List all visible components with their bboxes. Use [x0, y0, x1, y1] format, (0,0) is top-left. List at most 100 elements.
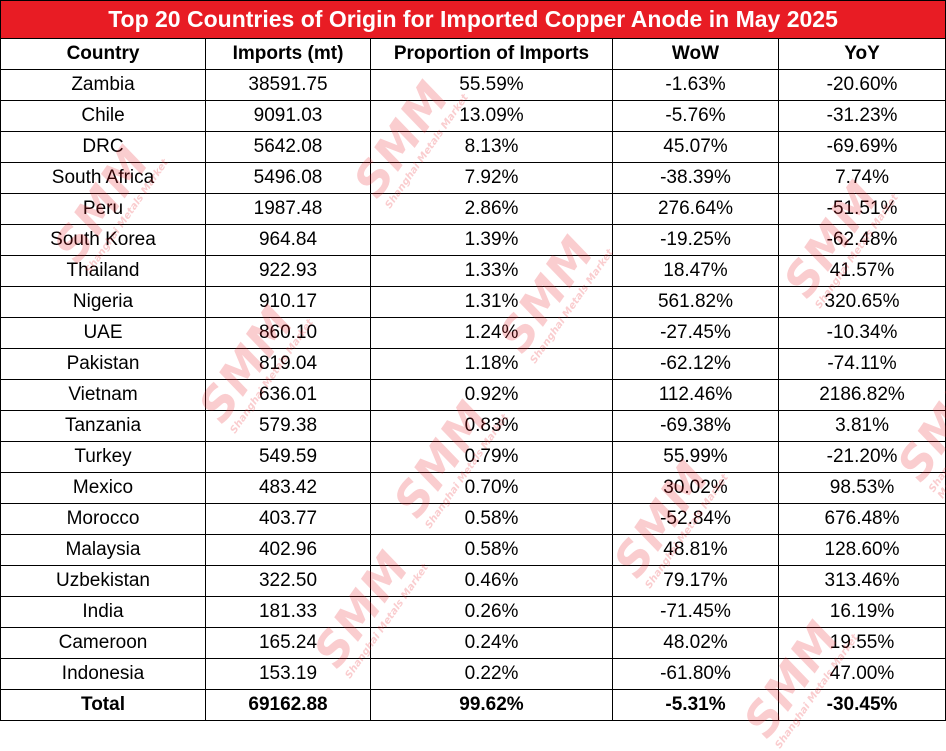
imports-cell: 322.50: [205, 565, 371, 597]
wow-cell: -38.39%: [612, 162, 779, 194]
table-title: Top 20 Countries of Origin for Imported …: [0, 0, 946, 39]
imports-cell: 402.96: [205, 534, 371, 566]
country-cell: Vietnam: [0, 379, 206, 411]
wow-cell: -62.12%: [612, 348, 779, 380]
wow-cell: -71.45%: [612, 596, 779, 628]
proportion-cell: 0.24%: [370, 627, 613, 659]
table-row: Thailand 922.93 1.33% 18.47% 41.57%: [0, 255, 946, 287]
yoy-cell: -31.23%: [777, 100, 946, 132]
table-row: Peru 1987.48 2.86% 276.64% -51.51%: [0, 193, 946, 225]
wow-cell: 45.07%: [612, 131, 779, 163]
proportion-cell: 0.46%: [370, 565, 613, 597]
table-row: UAE 860.10 1.24% -27.45% -10.34%: [0, 317, 946, 349]
total-imports: 69162.88: [205, 689, 371, 721]
imports-cell: 153.19: [205, 658, 371, 690]
imports-cell: 910.17: [205, 286, 371, 318]
yoy-cell: 3.81%: [777, 410, 946, 442]
country-cell: Morocco: [0, 503, 206, 535]
proportion-cell: 2.86%: [370, 193, 613, 225]
table-row: Chile 9091.03 13.09% -5.76% -31.23%: [0, 100, 946, 132]
yoy-cell: -69.69%: [777, 131, 946, 163]
imports-cell: 860.10: [205, 317, 371, 349]
proportion-cell: 1.18%: [370, 348, 613, 380]
wow-cell: 79.17%: [612, 565, 779, 597]
table-row: India 181.33 0.26% -71.45% 16.19%: [0, 596, 946, 628]
yoy-cell: -62.48%: [777, 224, 946, 256]
country-cell: Uzbekistan: [0, 565, 206, 597]
wow-cell: 18.47%: [612, 255, 779, 287]
table-row: Zambia 38591.75 55.59% -1.63% -20.60%: [0, 69, 946, 101]
wow-cell: 30.02%: [612, 472, 779, 504]
yoy-cell: 320.65%: [777, 286, 946, 318]
yoy-cell: 16.19%: [777, 596, 946, 628]
column-header-wow: WoW: [612, 38, 779, 70]
table-row: Turkey 549.59 0.79% 55.99% -21.20%: [0, 441, 946, 473]
proportion-cell: 0.58%: [370, 534, 613, 566]
country-cell: South Africa: [0, 162, 206, 194]
proportion-cell: 1.39%: [370, 224, 613, 256]
table-body: Zambia 38591.75 55.59% -1.63% -20.60% Chile 90…: [0, 69, 946, 721]
proportion-cell: 0.22%: [370, 658, 613, 690]
table-row: Vietnam 636.01 0.92% 112.46% 2186.82%: [0, 379, 946, 411]
imports-cell: 5642.08: [205, 131, 371, 163]
wow-cell: 276.64%: [612, 193, 779, 225]
table-row: Cameroon 165.24 0.24% 48.02% 19.55%: [0, 627, 946, 659]
proportion-cell: 7.92%: [370, 162, 613, 194]
proportion-cell: 55.59%: [370, 69, 613, 101]
wow-cell: -61.80%: [612, 658, 779, 690]
yoy-cell: -20.60%: [777, 69, 946, 101]
yoy-cell: 19.55%: [777, 627, 946, 659]
imports-cell: 403.77: [205, 503, 371, 535]
country-cell: DRC: [0, 131, 206, 163]
yoy-cell: -21.20%: [777, 441, 946, 473]
wow-cell: -27.45%: [612, 317, 779, 349]
imports-cell: 922.93: [205, 255, 371, 287]
imports-cell: 181.33: [205, 596, 371, 628]
total-label: Total: [0, 689, 206, 721]
proportion-cell: 0.58%: [370, 503, 613, 535]
wow-cell: 112.46%: [612, 379, 779, 411]
imports-cell: 165.24: [205, 627, 371, 659]
country-cell: Nigeria: [0, 286, 206, 318]
country-cell: Thailand: [0, 255, 206, 287]
country-cell: Cameroon: [0, 627, 206, 659]
total-row: Total 69162.88 99.62% -5.31% -30.45%: [0, 689, 946, 721]
country-cell: Turkey: [0, 441, 206, 473]
yoy-cell: 676.48%: [777, 503, 946, 535]
proportion-cell: 1.31%: [370, 286, 613, 318]
proportion-cell: 0.70%: [370, 472, 613, 504]
country-cell: UAE: [0, 317, 206, 349]
table-row: South Africa 5496.08 7.92% -38.39% 7.74%: [0, 162, 946, 194]
wow-cell: -69.38%: [612, 410, 779, 442]
country-cell: Indonesia: [0, 658, 206, 690]
yoy-cell: 41.57%: [777, 255, 946, 287]
yoy-cell: 98.53%: [777, 472, 946, 504]
wow-cell: -5.76%: [612, 100, 779, 132]
total-wow: -5.31%: [612, 689, 779, 721]
proportion-cell: 0.26%: [370, 596, 613, 628]
imports-cell: 579.38: [205, 410, 371, 442]
table-row: Malaysia 402.96 0.58% 48.81% 128.60%: [0, 534, 946, 566]
table-row: Nigeria 910.17 1.31% 561.82% 320.65%: [0, 286, 946, 318]
imports-cell: 636.01: [205, 379, 371, 411]
wow-cell: 48.02%: [612, 627, 779, 659]
yoy-cell: 313.46%: [777, 565, 946, 597]
imports-cell: 964.84: [205, 224, 371, 256]
total-yoy: -30.45%: [777, 689, 946, 721]
yoy-cell: -10.34%: [777, 317, 946, 349]
proportion-cell: 0.92%: [370, 379, 613, 411]
yoy-cell: 2186.82%: [777, 379, 946, 411]
table-row: DRC 5642.08 8.13% 45.07% -69.69%: [0, 131, 946, 163]
country-cell: India: [0, 596, 206, 628]
header-row: Country Imports (mt) Proportion of Impor…: [0, 38, 946, 70]
table-row: Morocco 403.77 0.58% -52.84% 676.48%: [0, 503, 946, 535]
country-cell: Mexico: [0, 472, 206, 504]
proportion-cell: 8.13%: [370, 131, 613, 163]
imports-cell: 1987.48: [205, 193, 371, 225]
proportion-cell: 1.24%: [370, 317, 613, 349]
total-proportion: 99.62%: [370, 689, 613, 721]
table-container: Top 20 Countries of Origin for Imported …: [0, 0, 946, 721]
column-header-proportion: Proportion of Imports: [370, 38, 613, 70]
yoy-cell: 128.60%: [777, 534, 946, 566]
proportion-cell: 13.09%: [370, 100, 613, 132]
